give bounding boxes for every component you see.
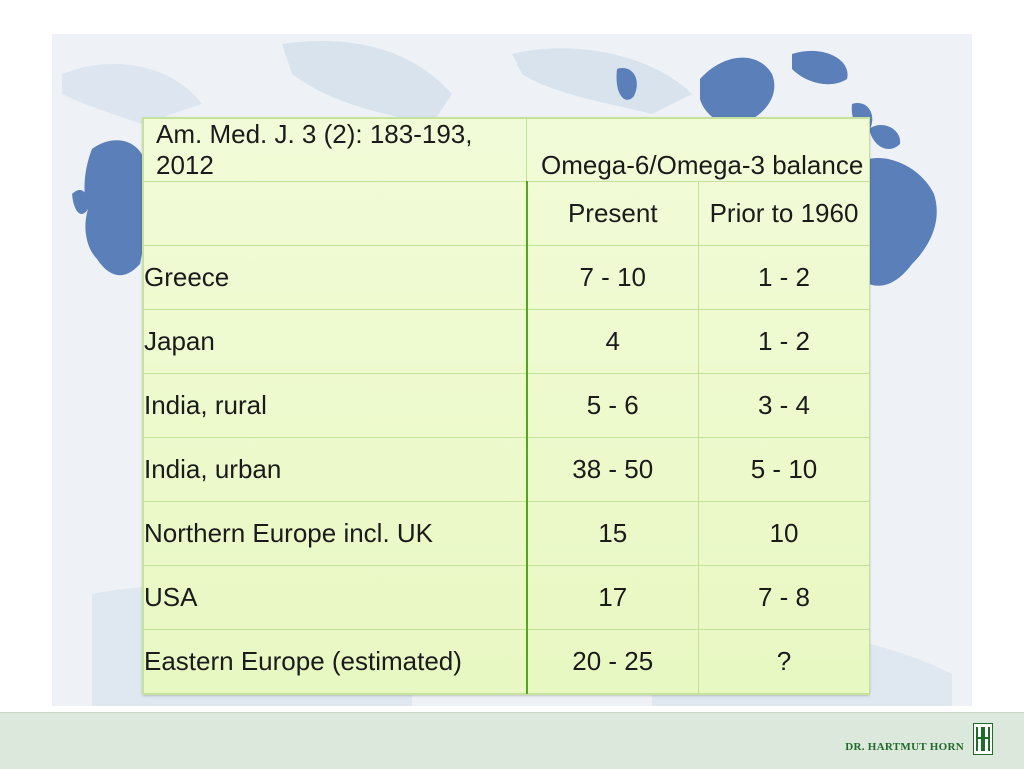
present-value-cell: 17 [525,565,699,630]
country-cell: USA [143,565,527,630]
present-value-cell: 7 - 10 [525,245,699,310]
table-row: Japan 4 1 - 2 [143,309,871,374]
omega-ratio-table-panel: Am. Med. J. 3 (2): 183-193, 2012 Omega-6… [142,117,871,695]
table-title: Omega-6/Omega-3 balance [525,118,871,182]
prior-value-cell: 1 - 2 [697,309,871,374]
slide-footer: DR. HARTMUT HORN [0,712,1024,769]
country-cell: Greece [143,245,527,310]
prior-value-cell: 5 - 10 [697,437,871,502]
source-citation: Am. Med. J. 3 (2): 183-193, 2012 [143,118,527,182]
table-row: USA 17 7 - 8 [143,565,871,630]
hh-monogram-icon [973,723,993,755]
table-row: Eastern Europe (estimated) 20 - 25 ? [143,629,871,694]
table-row: Northern Europe incl. UK 15 10 [143,501,871,566]
present-value-cell: 20 - 25 [525,629,699,694]
country-cell: Japan [143,309,527,374]
present-value-cell: 38 - 50 [525,437,699,502]
country-cell: India, rural [143,373,527,438]
author-name: DR. HARTMUT HORN [845,741,964,753]
present-value-cell: 4 [525,309,699,374]
present-value-cell: 5 - 6 [525,373,699,438]
country-cell: Northern Europe incl. UK [143,501,527,566]
omega-ratio-table: Am. Med. J. 3 (2): 183-193, 2012 Omega-6… [143,118,871,694]
present-value-cell: 15 [525,501,699,566]
prior-value-cell: 10 [697,501,871,566]
prior-value-cell: ? [697,629,871,694]
table-row: India, rural 5 - 6 3 - 4 [143,373,871,438]
prior-value-cell: 1 - 2 [697,245,871,310]
country-cell: Eastern Europe (estimated) [143,629,527,694]
table-caption-row: Am. Med. J. 3 (2): 183-193, 2012 Omega-6… [143,118,871,182]
prior-value-cell: 7 - 8 [697,565,871,630]
column-header-present: Present [525,181,699,246]
table-row: India, urban 38 - 50 5 - 10 [143,437,871,502]
table-row: Greece 7 - 10 1 - 2 [143,245,871,310]
prior-value-cell: 3 - 4 [697,373,871,438]
column-header-row: Present Prior to 1960 [143,181,871,246]
country-cell: India, urban [143,437,527,502]
column-header-prior: Prior to 1960 [697,181,871,246]
column-header-country [143,181,527,246]
